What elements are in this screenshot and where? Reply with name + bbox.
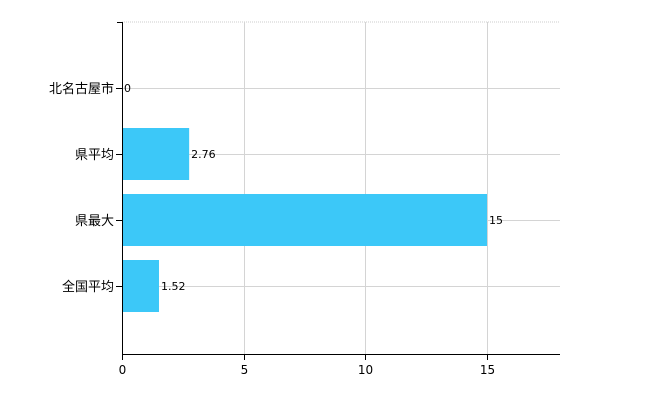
gridlines [122,21,560,354]
axes [116,22,560,360]
x-tick-label: 15 [480,363,495,377]
category-label: 全国平均 [62,279,114,295]
bar [122,194,487,246]
data-label: 2.76 [191,148,216,161]
category-label: 北名古屋市 [49,81,114,97]
x-tick-label: 5 [241,363,249,377]
x-tick-label: 0 [119,363,127,377]
bar [122,260,159,312]
data-label: 1.52 [161,280,186,293]
data-label: 15 [489,214,503,227]
bars [122,128,487,312]
labels: 0 5 10 15 北名古屋市 0 県平均 2.76 県最大 15 全国平均 1.52 [49,81,503,377]
category-label: 県平均 [75,148,114,163]
x-tick-label: 10 [358,363,373,377]
category-label: 県最大 [75,214,114,229]
data-label: 0 [124,82,131,95]
bar [122,128,190,180]
